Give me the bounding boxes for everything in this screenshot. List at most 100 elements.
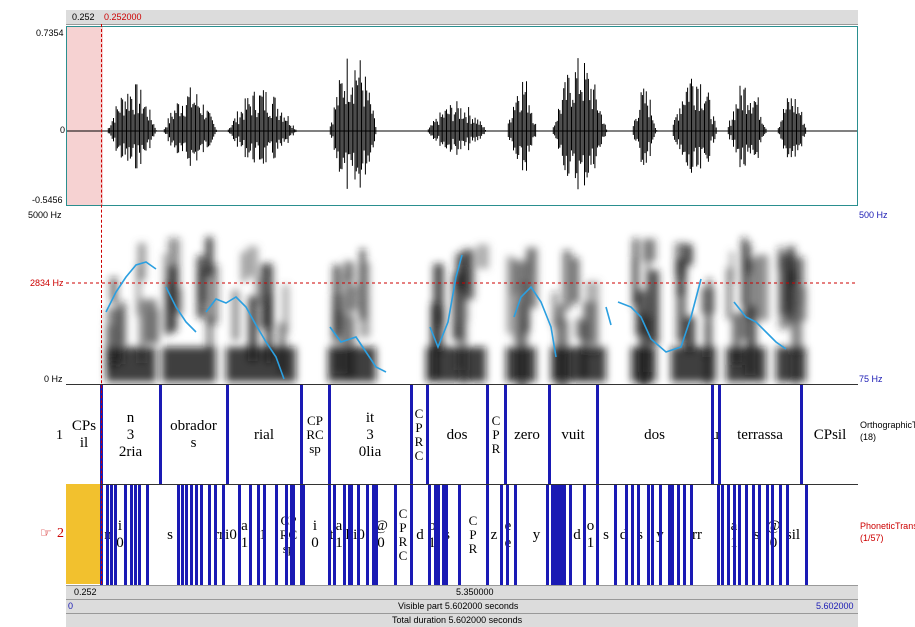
interval-boundary[interactable] — [410, 485, 413, 585]
interval-boundary[interactable] — [302, 485, 305, 585]
interval-boundary[interactable] — [683, 485, 686, 585]
interval-boundary[interactable] — [766, 485, 769, 585]
tier-interval[interactable]: CP RC sp — [302, 385, 328, 485]
interval-boundary[interactable] — [159, 385, 162, 485]
interval-boundary[interactable] — [733, 485, 736, 585]
tier-interval[interactable]: rr — [216, 485, 222, 585]
tier-interval[interactable]: sil — [781, 485, 805, 585]
interval-boundary[interactable] — [651, 485, 654, 585]
interval-boundary[interactable] — [631, 485, 634, 585]
tier-orthographic[interactable]: CPs il n 3 2ria obrador s rial CP RC sp it 3 0lia C P R C… — [66, 384, 858, 485]
interval-boundary[interactable] — [711, 385, 714, 485]
interval-boundary[interactable] — [659, 485, 662, 585]
interval-boundary[interactable] — [671, 485, 674, 585]
interval-boundary[interactable] — [200, 485, 203, 585]
interval-boundary[interactable] — [124, 485, 127, 585]
interval-boundary[interactable] — [249, 485, 252, 585]
interval-boundary[interactable] — [285, 485, 288, 585]
tier-interval[interactable]: s — [598, 485, 614, 585]
interval-boundary[interactable] — [554, 485, 557, 585]
interval-boundary[interactable] — [668, 485, 671, 585]
tier-interval[interactable]: t — [330, 485, 333, 585]
interval-boundary[interactable] — [434, 485, 437, 585]
tier-interval[interactable]: CPsil — [802, 385, 858, 485]
interval-boundary[interactable] — [557, 485, 560, 585]
interval-boundary[interactable] — [486, 485, 489, 585]
interval-boundary[interactable] — [357, 485, 360, 585]
tier-interval[interactable]: vuit — [713, 385, 718, 485]
interval-boundary[interactable] — [752, 485, 755, 585]
interval-boundary[interactable] — [185, 485, 188, 585]
interval-boundary[interactable] — [718, 385, 721, 485]
interval-boundary[interactable] — [275, 485, 278, 585]
interval-boundary[interactable] — [721, 485, 724, 585]
interval-boundary[interactable] — [300, 485, 303, 585]
tier-interval[interactable]: s — [126, 485, 214, 585]
interval-boundary[interactable] — [222, 485, 225, 585]
interval-boundary[interactable] — [786, 485, 789, 585]
tier-interval[interactable]: z — [488, 485, 500, 585]
interval-boundary[interactable] — [190, 485, 193, 585]
interval-boundary[interactable] — [569, 485, 572, 585]
interval-boundary[interactable] — [114, 485, 117, 585]
interval-boundary[interactable] — [290, 485, 293, 585]
interval-boundary[interactable] — [130, 485, 133, 585]
tier-interval[interactable]: dos — [428, 385, 486, 485]
interval-boundary[interactable] — [428, 485, 431, 585]
interval-boundary[interactable] — [458, 485, 461, 585]
interval-boundary[interactable] — [372, 485, 375, 585]
interval-boundary[interactable] — [426, 385, 429, 485]
interval-boundary[interactable] — [181, 485, 184, 585]
waveform-panel[interactable] — [66, 26, 858, 206]
interval-boundary[interactable] — [110, 485, 113, 585]
interval-boundary[interactable] — [546, 485, 549, 585]
interval-boundary[interactable] — [138, 485, 141, 585]
interval-boundary[interactable] — [106, 485, 109, 585]
interval-boundary[interactable] — [738, 485, 741, 585]
tier-interval[interactable]: obrador s — [161, 385, 226, 485]
interval-boundary[interactable] — [238, 485, 241, 585]
interval-boundary[interactable] — [410, 385, 413, 485]
tier-interval[interactable]: i0 — [224, 485, 238, 585]
interval-boundary[interactable] — [614, 485, 617, 585]
interval-boundary[interactable] — [445, 485, 448, 585]
tier-interval[interactable]: terrassa — [720, 385, 800, 485]
interval-boundary[interactable] — [292, 485, 295, 585]
interval-boundary[interactable] — [208, 485, 211, 585]
time-bar-selection[interactable]: 0.252 5.350000 — [66, 585, 858, 599]
cursor-bar[interactable]: 0.252 0.252000 — [66, 10, 858, 25]
interval-boundary[interactable] — [350, 485, 353, 585]
tier-interval[interactable]: l — [345, 485, 350, 585]
interval-boundary[interactable] — [177, 485, 180, 585]
interval-boundary[interactable] — [442, 485, 445, 585]
interval-boundary[interactable] — [263, 485, 266, 585]
interval-boundary[interactable] — [214, 485, 217, 585]
tier-interval[interactable]: dos — [598, 385, 711, 485]
interval-boundary[interactable] — [690, 485, 693, 585]
tier-interval[interactable]: rial — [228, 385, 300, 485]
tier-interval[interactable]: vuit — [550, 385, 596, 485]
interval-boundary[interactable] — [366, 485, 369, 585]
interval-boundary[interactable] — [727, 485, 730, 585]
spectrogram-panel[interactable] — [66, 207, 858, 398]
interval-boundary[interactable] — [348, 485, 351, 585]
interval-boundary[interactable] — [647, 485, 650, 585]
interval-boundary[interactable] — [771, 485, 774, 585]
interval-boundary[interactable] — [514, 485, 517, 585]
interval-boundary[interactable] — [625, 485, 628, 585]
interval-boundary[interactable] — [300, 385, 303, 485]
interval-boundary[interactable] — [134, 485, 137, 585]
tier-interval[interactable]: n 3 2ria — [102, 385, 159, 485]
interval-boundary[interactable] — [328, 385, 331, 485]
interval-boundary[interactable] — [551, 485, 554, 585]
interval-boundary[interactable] — [758, 485, 761, 585]
